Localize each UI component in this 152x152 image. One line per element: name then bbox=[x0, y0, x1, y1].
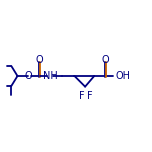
Text: O: O bbox=[24, 71, 32, 81]
Text: F: F bbox=[78, 91, 84, 101]
Text: OH: OH bbox=[116, 71, 131, 81]
Text: F: F bbox=[87, 91, 93, 101]
Text: O: O bbox=[36, 55, 43, 65]
Text: O: O bbox=[102, 55, 109, 65]
Text: NH: NH bbox=[43, 71, 58, 81]
